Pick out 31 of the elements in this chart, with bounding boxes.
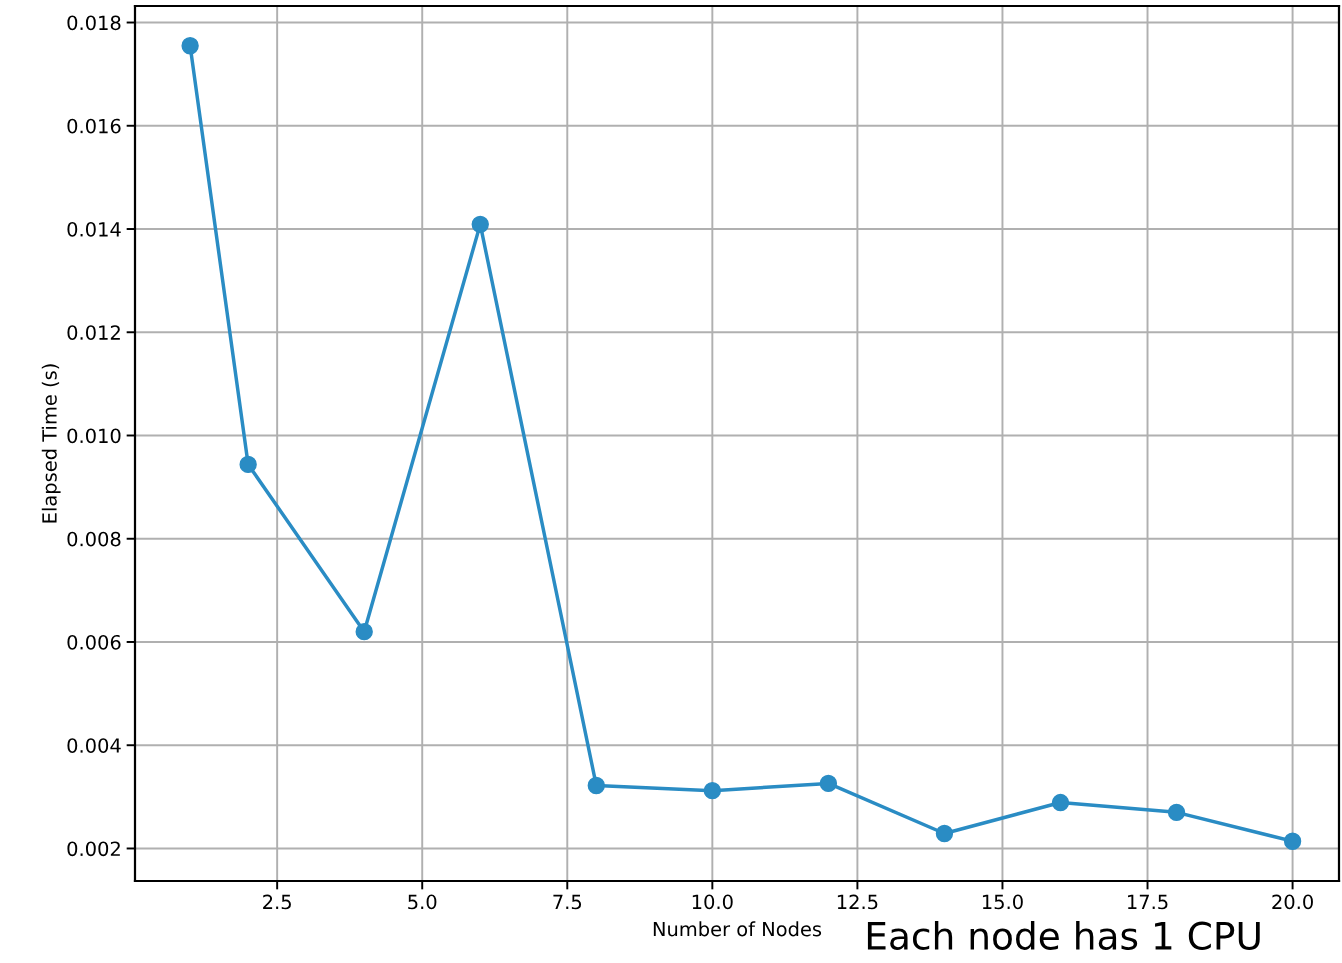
x-tick-label: 15.0: [982, 894, 1023, 910]
point: [935, 824, 954, 843]
point: [355, 622, 373, 641]
y-tick-label: 0.014: [67, 221, 121, 237]
point: [703, 781, 722, 800]
point: [1051, 793, 1070, 812]
point: [1283, 832, 1302, 850]
y-tick-label: 0.010: [67, 428, 121, 444]
y-tick-label: 0.006: [67, 634, 121, 650]
x-tick-label: 5.0: [408, 894, 437, 910]
x-tick-label: 10.0: [692, 894, 733, 910]
point: [471, 215, 489, 234]
x-axis-title: Number of Nodes: [653, 921, 822, 937]
x-tick-label: 20.0: [1272, 894, 1313, 910]
y-tick-label: 0.018: [67, 15, 121, 31]
y-tick-label: 0.004: [67, 738, 121, 753]
point: [819, 774, 838, 793]
y-axis-title: Elapsed Time (s): [41, 364, 61, 523]
x-tick-label: 7.5: [553, 894, 582, 910]
x-tick-label: 2.5: [263, 894, 291, 910]
y-tick-label: 0.016: [67, 118, 121, 134]
point: [239, 455, 257, 474]
point: [587, 776, 605, 795]
y-tick-label: 0.008: [67, 531, 121, 547]
x-tick-label: 17.5: [1128, 894, 1168, 910]
x-tick-label: 12.5: [837, 894, 878, 910]
y-tick-label: 0.012: [67, 325, 120, 340]
point: [1167, 803, 1186, 822]
point: [181, 37, 199, 55]
text: Each node has 1 CPU: [867, 920, 1260, 950]
y-tick-label: 0.002: [67, 841, 120, 857]
